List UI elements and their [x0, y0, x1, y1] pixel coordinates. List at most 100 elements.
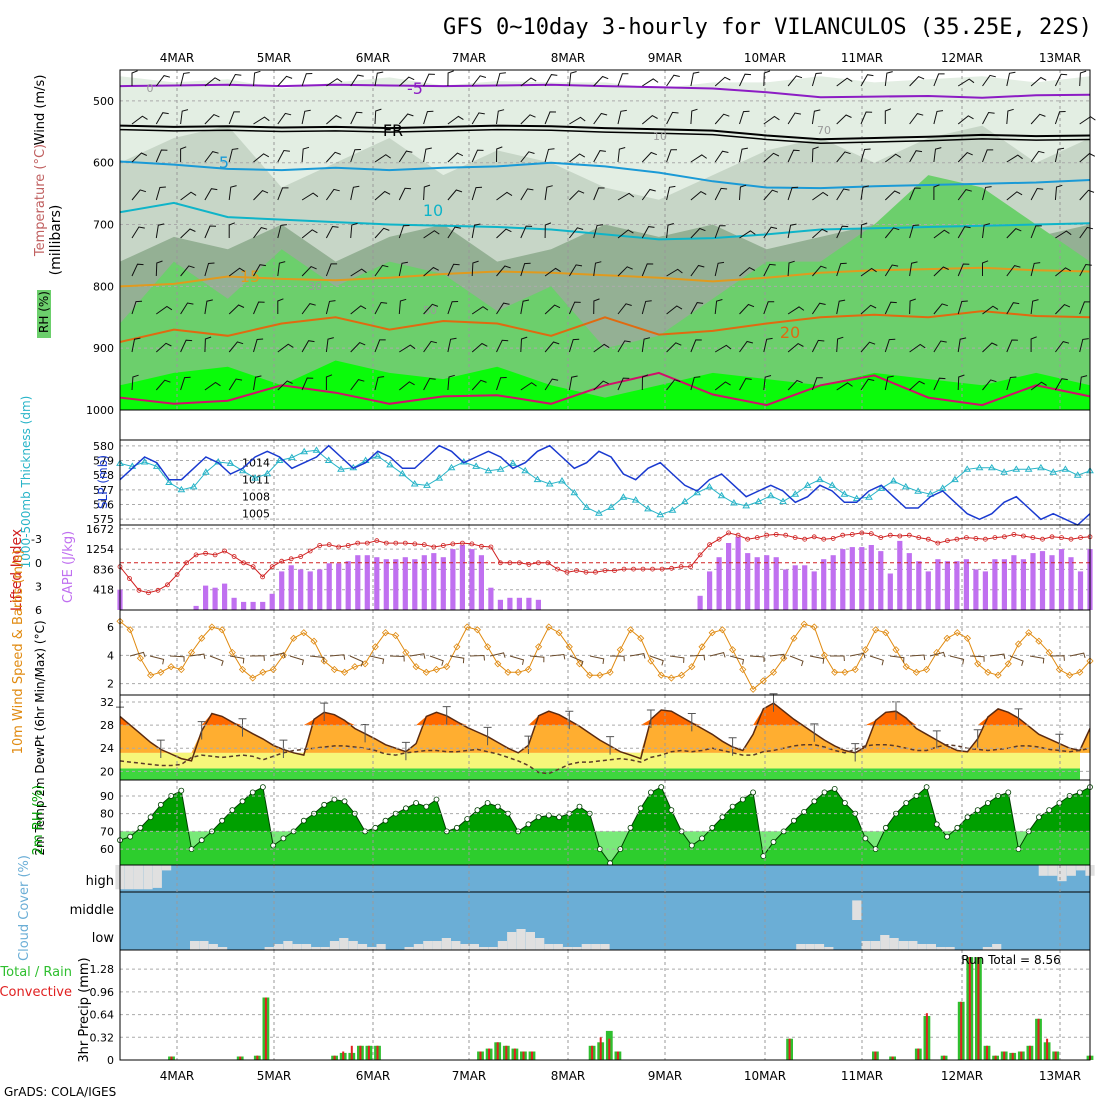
temp-band-green — [120, 768, 1080, 780]
rh2m-marker — [157, 801, 164, 808]
cape-bar — [516, 597, 522, 610]
surface-wind-barb — [1029, 655, 1045, 664]
thickness-marker — [226, 459, 235, 466]
wind-barb — [787, 149, 800, 163]
wind-barb — [982, 186, 992, 201]
thickness-marker — [975, 463, 984, 471]
precip-convective-bar — [367, 1045, 370, 1060]
wind-barb — [1054, 73, 1068, 87]
cloud-clear-bar — [516, 929, 526, 950]
rh2m-marker — [280, 835, 287, 842]
wind-barb — [1079, 70, 1087, 87]
date-label-top: 4MAR — [160, 51, 195, 65]
wind-barb — [471, 306, 489, 315]
wind-barb — [301, 146, 310, 163]
wind-barb — [544, 222, 552, 239]
thickness-marker — [582, 503, 591, 510]
lifted-index-marker — [583, 569, 589, 575]
wind-speed-marker — [1014, 640, 1023, 648]
surface-wind-barb — [189, 653, 206, 660]
wind-barb — [641, 226, 655, 239]
wind-barb — [739, 230, 756, 239]
cloud-clear-bar — [479, 947, 489, 950]
contour-label: 70 — [817, 124, 831, 137]
wind-speed-marker — [637, 634, 645, 642]
wind-barb — [447, 226, 461, 239]
temperature-contour — [119, 310, 1091, 343]
wind-speed-marker — [810, 623, 818, 631]
surface-wind-barb — [769, 653, 786, 660]
wind-barb — [666, 74, 680, 87]
wind-barb — [325, 337, 334, 353]
wind-barb — [982, 379, 997, 391]
wind-barb — [933, 340, 947, 353]
precip-convective-bar — [376, 1045, 379, 1060]
wind-barb — [1030, 113, 1046, 125]
cape-bar — [212, 587, 218, 610]
wind-barb — [423, 110, 434, 125]
precip-convective-bar — [917, 1048, 920, 1060]
thickness-marker — [717, 491, 726, 499]
lifted-index-marker — [954, 536, 960, 542]
surface-wind-barb — [1009, 655, 1024, 666]
cape-bar — [935, 559, 941, 610]
wind-barb — [520, 151, 535, 163]
wind-barb — [739, 184, 747, 201]
cape-bar — [925, 571, 931, 610]
wind-barb — [957, 78, 975, 87]
cloud-clear-bar — [852, 900, 862, 920]
y-tick-label: 576 — [93, 498, 114, 511]
temp-minmax-bar — [932, 730, 941, 749]
contour-label: 30 — [308, 280, 322, 293]
lifted-index-marker — [840, 532, 846, 538]
wind-barb — [811, 302, 826, 315]
wind-speed-marker — [147, 671, 155, 679]
wind-barb — [811, 339, 825, 353]
wind-barb — [155, 379, 171, 391]
lifted-index-marker — [497, 560, 503, 566]
wind-barb — [763, 263, 776, 277]
wind-speed-marker — [769, 668, 778, 676]
wind-barb — [301, 377, 314, 391]
wind-speed-marker — [259, 668, 267, 676]
wind-barb — [884, 338, 896, 353]
wind-barb — [325, 225, 339, 239]
wind-barb — [1054, 111, 1066, 125]
temp-minmax-bar — [810, 723, 819, 742]
cape-bar — [317, 569, 323, 610]
lifted-index-marker — [165, 582, 170, 588]
cloud-level-label: middle — [70, 903, 114, 918]
y-tick-label: 60 — [100, 843, 114, 856]
wind-barb — [860, 304, 877, 315]
cloud-clear-bar — [889, 938, 899, 950]
wind-barb — [617, 340, 631, 353]
wind-barb — [1055, 267, 1071, 277]
wind-barb — [253, 153, 270, 163]
wind-barb — [763, 301, 775, 315]
y-tick-label: 0.64 — [90, 1009, 115, 1022]
y-tick-label: 4 — [107, 649, 114, 662]
surface-wind-barb — [409, 653, 426, 659]
thickness-marker — [398, 469, 407, 477]
cape-bar — [697, 595, 703, 610]
wind-barb — [204, 77, 221, 87]
lifted-index-marker — [440, 543, 446, 548]
surface-wind-barb — [909, 654, 926, 661]
date-label-bottom: 12MAR — [941, 1069, 983, 1083]
wind-barb — [860, 267, 877, 277]
lifted-index-marker — [697, 552, 703, 558]
wind-barb — [884, 227, 900, 239]
wind-barb — [763, 375, 772, 391]
lifted-index-marker — [1011, 532, 1017, 537]
precip-convective-bar — [960, 1001, 963, 1060]
y-tick-label: 90 — [100, 790, 114, 803]
cape-bar — [241, 601, 247, 610]
thickness-marker — [951, 475, 959, 483]
slp-line — [119, 444, 1091, 526]
date-label-bottom: 4MAR — [160, 1069, 195, 1083]
wind-barb — [131, 300, 143, 315]
wind-barb — [301, 109, 311, 125]
wind-barb — [447, 263, 460, 277]
y-tick-label: 70 — [100, 825, 114, 838]
